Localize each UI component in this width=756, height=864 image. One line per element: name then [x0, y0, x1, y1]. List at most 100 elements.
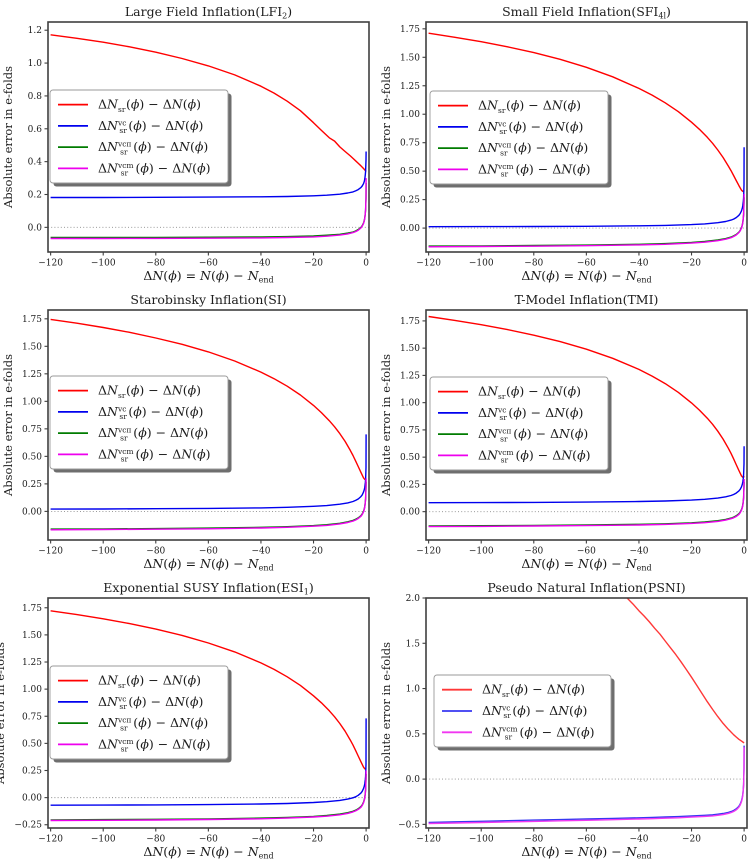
chart-title: Small Field Inflation(SFI4l) [502, 4, 671, 20]
series-delta-n-sr-vcm [428, 193, 745, 248]
legend-subscript: sr [119, 702, 127, 711]
x-tick-label: −20 [304, 835, 323, 845]
x-tick-label: −100 [91, 835, 116, 845]
y-tick-label: 0.00 [400, 224, 420, 234]
series-delta-n-sr [50, 34, 367, 172]
chart-4: −120 −100 −80 −60 −40 −20 0 0.00 0.25 0.50 0.75 1.0… [379, 292, 748, 572]
x-tick-label: 0 [363, 547, 369, 557]
series-delta-n-sr [626, 598, 745, 744]
legend-label: ΔNvcπ sr (ϕ) − ΔN(ϕ) [478, 426, 588, 443]
x-tick-label: −100 [469, 547, 494, 557]
x-tick-label: −120 [38, 259, 63, 269]
legend-superscript: vc [497, 119, 506, 128]
legend-subscript: sr [501, 170, 509, 179]
x-tick-label: −80 [146, 259, 165, 269]
series-delta-n-sr-vc [428, 745, 745, 824]
chart-title: Exponential SUSY Inflation(ESI1) [103, 580, 313, 596]
legend-subscript: sr [120, 433, 128, 442]
legend: ΔNsr(ϕ) − ΔN(ϕ) ΔNvc sr (ϕ) − ΔN(ϕ) ΔNvcπ sr(… [49, 89, 232, 187]
series-group [428, 315, 745, 528]
y-tick-label: 0.25 [400, 196, 420, 206]
y-tick-label: 0.00 [22, 794, 42, 804]
x-tick-label: −60 [577, 259, 596, 269]
x-tick-label: −40 [629, 547, 648, 557]
legend-superscript: vcπ [117, 140, 131, 149]
x-tick-label: −40 [251, 835, 270, 845]
x-tick-label: −20 [304, 259, 323, 269]
series-group [428, 598, 745, 825]
chart-2: −120 −100 −80 −60 −40 −20 0 0.00 0.25 0.50 0.75 1.0… [379, 4, 748, 284]
x-tick-label: −80 [146, 547, 165, 557]
x-tick-label: −120 [416, 259, 441, 269]
legend-subscript: sr [118, 681, 126, 690]
y-tick-label: 1.50 [400, 344, 420, 354]
x-tick-label: 0 [741, 547, 747, 557]
series-delta-n-sr-vcpi [50, 182, 367, 239]
chart-title: Large Field Inflation(LFI2) [125, 4, 292, 20]
y-tick-label: 0.50 [400, 453, 420, 463]
x-tick-label: −100 [91, 547, 116, 557]
legend-label: ΔNvc sr (ϕ) − ΔN(ϕ) [98, 118, 203, 135]
legend-superscript: vc [501, 703, 510, 712]
legend-label: ΔNsr(ϕ) − ΔN(ϕ) [478, 384, 581, 401]
legend-superscript: vcm [501, 725, 518, 734]
y-tick-label: 0.75 [400, 139, 420, 149]
y-tick-label: 0.25 [22, 480, 42, 490]
legend-superscript: vcπ [117, 716, 131, 725]
legend-subscript: sr [120, 723, 128, 732]
legend-subscript: sr [120, 147, 128, 156]
x-tick-label: −120 [38, 835, 63, 845]
series-delta-n-sr [50, 318, 367, 481]
chart-5: −120 −100 −80 −60 −40 −20 0 −0.25 0.00 0.25 0.50 0.… [0, 580, 370, 860]
legend-label: ΔNvcπ sr (ϕ) − ΔN(ϕ) [98, 715, 208, 732]
x-tick-label: 0 [363, 259, 369, 269]
x-tick-label: −40 [251, 259, 270, 269]
legend-label: ΔNvcm sr (ϕ) − ΔN(ϕ) [478, 447, 590, 464]
legend-label: ΔNsr(ϕ) − ΔN(ϕ) [98, 673, 201, 690]
series-delta-n-sr-vcpi [50, 773, 367, 821]
legend: ΔNsr(ϕ) − ΔN(ϕ) ΔNvc sr (ϕ) − ΔN(ϕ) ΔNvcπ sr(… [49, 665, 232, 763]
legend: ΔNsr(ϕ) − ΔN(ϕ) ΔNvc sr (ϕ) − ΔN(ϕ) ΔNvcm sr(… [433, 674, 615, 751]
y-tick-label: 1.25 [22, 658, 42, 668]
series-delta-n-sr-vc [50, 151, 367, 199]
legend-subscript: sr [121, 455, 129, 464]
x-tick-label: −20 [682, 835, 701, 845]
chart-6: −120 −100 −80 −60 −40 −20 0 −0.5 0.0 0.5 1.0 1.5 2.0… [379, 580, 748, 860]
x-tick-label: 0 [741, 259, 747, 269]
y-tick-label: 1.25 [22, 370, 42, 380]
legend: ΔNsr(ϕ) − ΔN(ϕ) ΔNvc sr (ϕ) − ΔN(ϕ) ΔNvcπ sr(… [429, 90, 612, 188]
legend-box [429, 376, 609, 471]
y-tick-label: 1.0 [28, 59, 43, 69]
legend-label: ΔNvc sr (ϕ) − ΔN(ϕ) [98, 694, 203, 711]
y-tick-label: 0.0 [406, 775, 421, 785]
legend-subscript: sr [119, 126, 127, 135]
series-group [50, 318, 367, 531]
series-delta-n-sr [50, 610, 367, 770]
y-tick-label: −0.25 [14, 821, 42, 831]
y-tick-label: 0.5 [406, 730, 421, 740]
y-tick-label: 0.75 [22, 425, 42, 435]
x-tick-label: −80 [146, 835, 165, 845]
legend-label: ΔNvc sr (ϕ) − ΔN(ϕ) [478, 119, 583, 136]
legend-superscript: vc [117, 694, 126, 703]
y-tick-label: 0.0 [28, 223, 43, 233]
legend-label: ΔNvcm sr (ϕ) − ΔN(ϕ) [98, 736, 210, 753]
x-axis-label: ΔN(ϕ) = N(ϕ) − Nend [143, 268, 273, 284]
x-tick-label: −20 [682, 547, 701, 557]
series-delta-n-sr-vcm [50, 178, 367, 240]
legend-superscript: vcπ [117, 426, 131, 435]
series-delta-n-sr-vcm [428, 747, 745, 825]
y-tick-label: 0.25 [400, 480, 420, 490]
legend-label: ΔNvc sr (ϕ) − ΔN(ϕ) [478, 405, 583, 422]
x-axis-label: ΔN(ϕ) = N(ϕ) − Nend [521, 556, 651, 572]
x-tick-label: −20 [682, 259, 701, 269]
legend-subscript: sr [500, 434, 508, 443]
legend-superscript: vcπ [497, 141, 511, 150]
y-axis-label: Absolute error in e-folds [379, 66, 393, 209]
legend-subscript: sr [499, 127, 507, 136]
legend-label: ΔNvcm sr (ϕ) − ΔN(ϕ) [98, 446, 210, 463]
legend-label: ΔNvcm sr (ϕ) − ΔN(ϕ) [482, 724, 594, 741]
y-tick-label: −0.5 [398, 820, 420, 830]
legend-label: ΔNvc sr (ϕ) − ΔN(ϕ) [98, 404, 203, 421]
y-tick-label: 0.2 [28, 191, 42, 201]
